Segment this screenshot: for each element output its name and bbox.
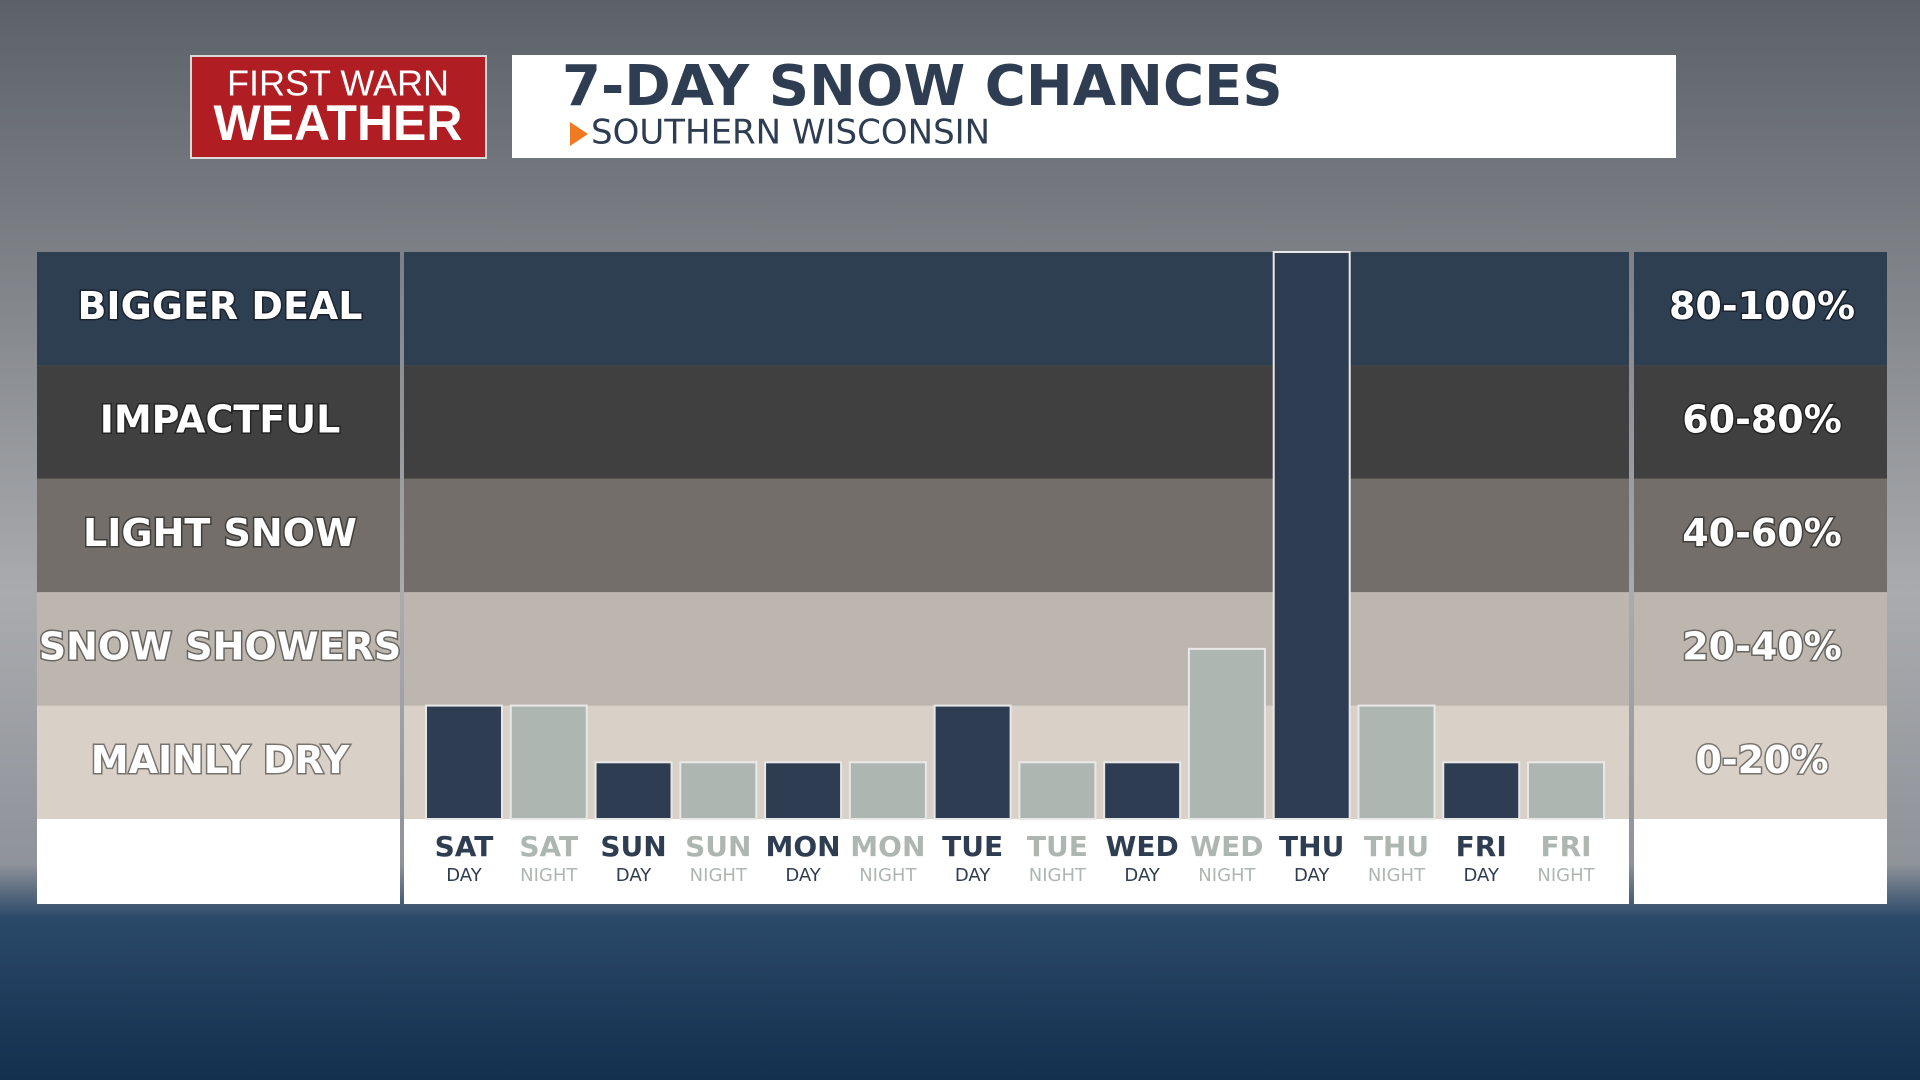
chart-subtitle: SOUTHERN WISCONSIN	[591, 113, 990, 153]
band-name: SNOW SHOWERS	[39, 624, 402, 668]
band-left	[37, 592, 400, 706]
x-tick-period: NIGHT	[859, 865, 917, 886]
x-tick-period: NIGHT	[1537, 865, 1595, 886]
band-left	[37, 705, 400, 819]
band	[404, 252, 1629, 366]
subtitle-arrow	[570, 122, 588, 146]
band-range: 60-80%	[1682, 398, 1842, 442]
band-range: 40-60%	[1682, 511, 1842, 555]
x-tick-label: SUN	[600, 830, 666, 863]
label-row-left	[37, 819, 400, 904]
band	[404, 478, 1629, 593]
band-right	[1634, 705, 1887, 819]
bar	[1272, 251, 1351, 820]
band-range: 80-100%	[1669, 284, 1855, 328]
x-tick-period: NIGHT	[1368, 865, 1426, 886]
bar	[1103, 761, 1182, 820]
x-tick-label: TUE	[1027, 830, 1088, 863]
x-tick-label: FRI	[1540, 830, 1591, 863]
label-row-right	[1634, 819, 1887, 904]
band-left	[37, 365, 400, 479]
x-tick-period: DAY	[446, 865, 482, 886]
logo-line1: FIRST WARN	[227, 63, 449, 104]
bar	[1527, 761, 1606, 820]
x-tick-label: THU	[1279, 830, 1344, 863]
x-tick-period: DAY	[1124, 865, 1160, 886]
logo-line2: WEATHER	[213, 95, 462, 151]
bar	[594, 761, 673, 820]
x-tick-label: SAT	[519, 830, 578, 863]
band-right	[1634, 592, 1887, 706]
band-range: 0-20%	[1695, 738, 1828, 782]
band	[404, 592, 1629, 706]
x-tick-period: NIGHT	[1198, 865, 1256, 886]
x-tick-period: DAY	[955, 865, 991, 886]
x-tick-label: MON	[766, 830, 841, 863]
title-box	[512, 55, 1676, 158]
band-name: IMPACTFUL	[100, 398, 341, 442]
band-range: 20-40%	[1682, 624, 1842, 668]
bar	[679, 761, 758, 820]
bar	[1187, 647, 1266, 821]
bar	[509, 704, 588, 820]
band	[404, 365, 1629, 479]
bar	[933, 704, 1012, 820]
x-tick-label: WED	[1106, 830, 1179, 863]
band-name: BIGGER DEAL	[77, 284, 362, 328]
band-right	[1634, 365, 1887, 479]
x-tick-label: TUE	[942, 830, 1003, 863]
bar	[1018, 761, 1097, 820]
label-row	[404, 819, 1629, 904]
x-tick-period: DAY	[616, 865, 652, 886]
x-tick-label: FRI	[1456, 830, 1507, 863]
bar	[425, 704, 503, 820]
chart-title: 7-DAY SNOW CHANCES	[562, 54, 1283, 119]
band-left	[37, 252, 400, 366]
x-tick-label: MON	[850, 830, 925, 863]
x-tick-period: DAY	[1464, 865, 1500, 886]
x-tick-period: NIGHT	[520, 865, 578, 886]
x-tick-period: DAY	[1294, 865, 1330, 886]
x-tick-period: NIGHT	[690, 865, 748, 886]
x-tick-period: NIGHT	[1029, 865, 1087, 886]
x-tick-label: THU	[1364, 830, 1429, 863]
x-tick-period: DAY	[785, 865, 821, 886]
band-right	[1634, 252, 1887, 366]
bar	[1357, 704, 1436, 820]
bar	[764, 761, 843, 820]
x-tick-label: SUN	[685, 830, 751, 863]
bar	[1442, 761, 1521, 820]
band-left	[37, 478, 400, 593]
band-name: LIGHT SNOW	[83, 511, 357, 555]
logo-box	[190, 55, 487, 159]
bar	[848, 761, 927, 820]
x-tick-label: WED	[1190, 830, 1263, 863]
band-right	[1634, 478, 1887, 593]
band-name: MAINLY DRY	[91, 738, 350, 782]
x-tick-label: SAT	[435, 830, 494, 863]
